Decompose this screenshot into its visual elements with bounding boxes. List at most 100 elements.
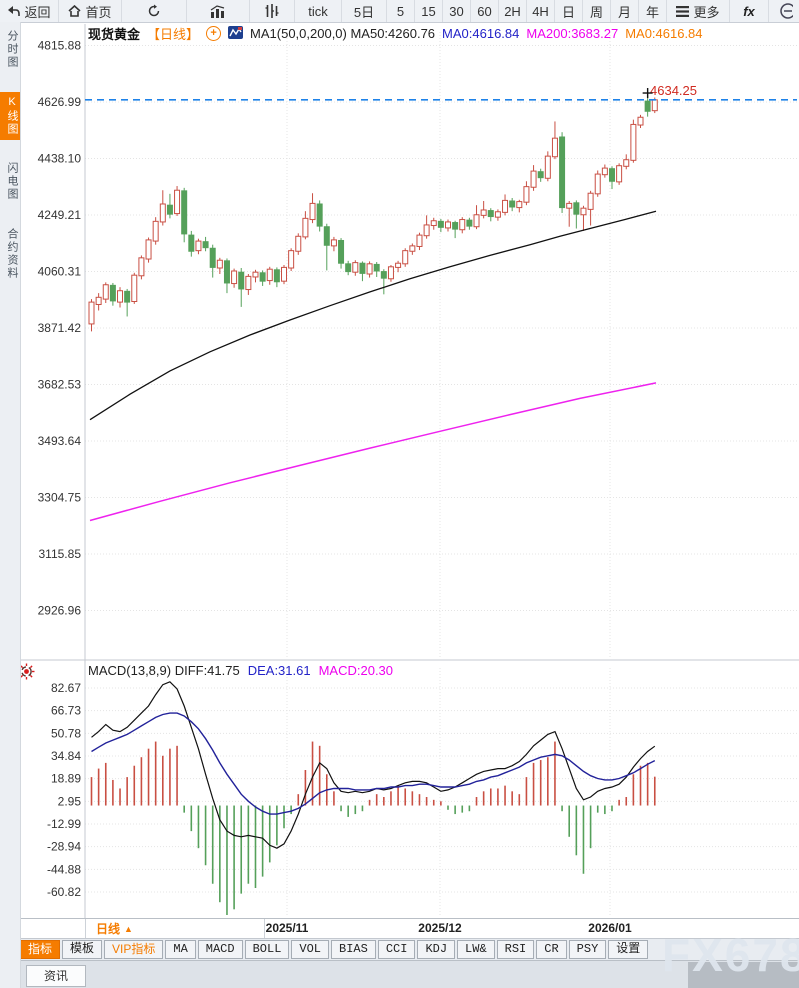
more-label: 更多 (693, 4, 720, 20)
top-toolbar: 返回 首页 tick 5日 5 15 30 60 2H 4H 日周月年 (0, 0, 799, 23)
chart-type-button[interactable] (187, 0, 250, 22)
x-axis-label: 2026/01 (588, 921, 632, 935)
formula-button[interactable]: fx (730, 0, 769, 22)
indicator-tab-MA[interactable]: MA (165, 940, 196, 959)
x-axis-label: 2025/12 (418, 921, 462, 935)
candlestick-view-button[interactable] (250, 0, 295, 22)
macd-config-label: MACD(13,8,9) DIFF:41.75 (88, 663, 240, 678)
symbol-name: 现货黄金 (88, 27, 141, 42)
refresh-icon (147, 4, 161, 18)
interval-60-button[interactable]: 60 (471, 0, 499, 22)
sidebar-tab-4[interactable]: 合约资料 (6, 228, 18, 280)
x-axis-row: 日线 ▲ 2025/11 2025/12 2026/01 (0, 918, 799, 939)
indicator-tab-CR[interactable]: CR (536, 940, 567, 959)
svg-text:-12.99: -12.99 (47, 817, 81, 831)
svg-text:3493.64: 3493.64 (38, 434, 82, 448)
indicator-tab-PSY[interactable]: PSY (568, 940, 607, 959)
sidebar-tab-3[interactable]: 闪电图 (6, 162, 18, 201)
svg-text:3682.53: 3682.53 (38, 377, 82, 391)
indicator-tab-bar: 指标 模板 VIP指标 MA MACD BOLL VOL BIAS CCI KDJ LW& RSI CR… (0, 938, 799, 960)
indicator-tab-VOL[interactable]: VOL (291, 940, 330, 959)
svg-text:82.67: 82.67 (51, 681, 81, 695)
chart-header: 现货黄金 【日线】 + MA1(50,0,200,0) MA50:4260.76… (88, 24, 703, 43)
svg-text:4634.25: 4634.25 (650, 83, 697, 98)
candlestick-icon (265, 4, 279, 18)
bottom-strip: 资讯 (0, 960, 799, 988)
back-label: 返回 (24, 4, 51, 20)
interval-年-button[interactable]: 年 (639, 0, 667, 22)
svg-text:4060.31: 4060.31 (38, 265, 82, 279)
ma0-value-blue: MA0:4616.84 (442, 26, 520, 41)
svg-text:3304.75: 3304.75 (38, 490, 82, 504)
back-button[interactable]: 返回 (0, 0, 59, 22)
period-selector[interactable]: 日线 ▲ (85, 919, 265, 938)
svg-text:-60.82: -60.82 (47, 885, 81, 899)
ma0-value-orange: MA0:4616.84 (625, 26, 703, 41)
zoom-out-icon (769, 2, 793, 20)
zoom-out-button[interactable] (769, 0, 793, 22)
sidebar-tab-2[interactable]: K线图 (0, 92, 20, 140)
interval-5-button[interactable]: 5 (387, 0, 415, 22)
interval-15-button[interactable]: 15 (415, 0, 443, 22)
macd-value: MACD:20.30 (318, 663, 394, 678)
indicator-tab-BOLL[interactable]: BOLL (244, 940, 290, 959)
interval-周-button[interactable]: 周 (583, 0, 611, 22)
home-icon (68, 5, 82, 17)
svg-text:18.89: 18.89 (51, 772, 81, 786)
indicator-tab-模板[interactable]: 模板 (62, 940, 103, 959)
fx-label: fx (743, 3, 755, 19)
sidebar-tab-1[interactable]: 分时图 (6, 30, 18, 69)
svg-text:3871.42: 3871.42 (38, 321, 82, 335)
interval-日-button[interactable]: 日 (555, 0, 583, 22)
indicator-tab-指标[interactable]: 指标 (20, 940, 61, 959)
interval-5day-button[interactable]: 5日 (342, 0, 387, 22)
svg-text:66.73: 66.73 (51, 704, 81, 718)
svg-text:3115.85: 3115.85 (39, 547, 82, 561)
interval-4H-button[interactable]: 4H (527, 0, 555, 22)
svg-text:-44.88: -44.88 (47, 862, 81, 876)
indicator-tab-BIAS[interactable]: BIAS (331, 940, 376, 959)
interval-2H-button[interactable]: 2H (499, 0, 527, 22)
x-axis-label: 2025/11 (265, 921, 309, 935)
chevron-up-icon: ▲ (124, 923, 133, 934)
menu-icon (676, 5, 690, 17)
indicator-tab-设置[interactable]: 设置 (608, 940, 649, 959)
svg-text:34.84: 34.84 (51, 749, 81, 763)
add-indicator-icon[interactable]: + (206, 26, 222, 41)
svg-text:4249.21: 4249.21 (38, 208, 82, 222)
svg-text:-28.94: -28.94 (47, 840, 81, 854)
period-name: 【日线】 (147, 27, 200, 42)
indicator-tab-RSI[interactable]: RSI (496, 940, 535, 959)
indicator-tab-LW&[interactable]: LW& (457, 940, 495, 959)
ma-config-label: MA1(50,0,200,0) MA50:4260.76 (250, 26, 436, 41)
svg-text:50.78: 50.78 (51, 726, 81, 740)
svg-text:2.95: 2.95 (58, 794, 82, 808)
ma-settings-icon[interactable] (228, 25, 244, 42)
interval-tick-button[interactable]: tick (295, 0, 342, 22)
refresh-button[interactable] (122, 0, 187, 22)
indicator-tab-MACD[interactable]: MACD (197, 940, 243, 959)
period-label: 日线 (96, 922, 121, 936)
svg-text:4626.99: 4626.99 (38, 95, 82, 109)
left-sidebar: 分时图 K线图闪电图合约资料 (0, 22, 21, 988)
back-icon (7, 5, 21, 17)
home-label: 首页 (85, 4, 112, 20)
indicator-tab-CCI[interactable]: CCI (377, 940, 416, 959)
ma200-value: MA200:3683.27 (526, 26, 619, 41)
interval-月-button[interactable]: 月 (611, 0, 639, 22)
indicator-tab-VIP指标[interactable]: VIP指标 (104, 940, 164, 959)
home-button[interactable]: 首页 (59, 0, 122, 22)
indicator-tab-KDJ[interactable]: KDJ (417, 940, 456, 959)
five-day-label: 5日 (353, 4, 375, 20)
svg-text:4815.88: 4815.88 (38, 39, 82, 53)
more-button[interactable]: 更多 (667, 0, 730, 22)
macd-header: MACD(13,8,9) DIFF:41.75 DEA:31.61 MACD:2… (88, 663, 393, 678)
svg-text:4438.10: 4438.10 (38, 151, 82, 165)
bar-chart-icon (210, 4, 226, 18)
tab-news[interactable]: 资讯 (26, 965, 86, 987)
interval-group: 5 15 30 60 2H 4H 日周月年 (387, 0, 667, 22)
interval-30-button[interactable]: 30 (443, 0, 471, 22)
svg-text:2926.96: 2926.96 (38, 604, 82, 618)
